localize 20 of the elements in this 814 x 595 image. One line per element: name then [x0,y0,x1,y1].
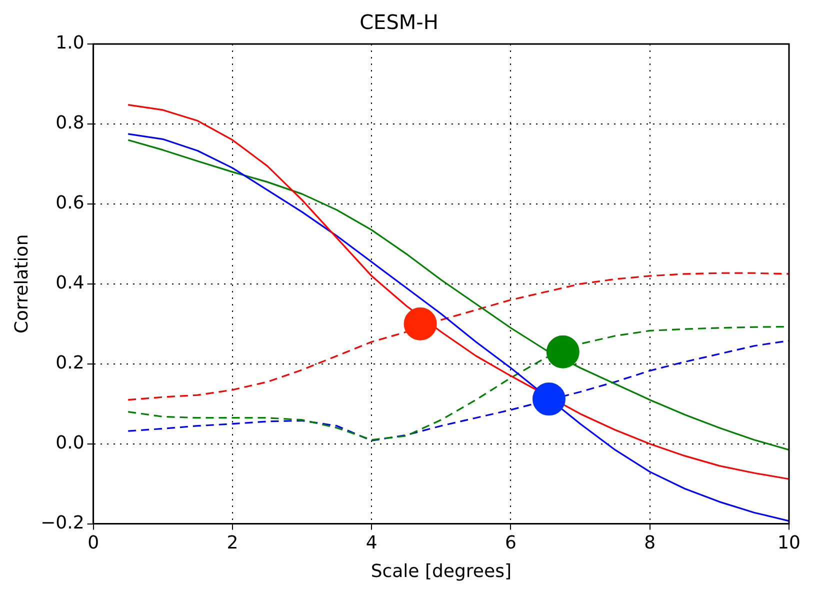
x-tick-label: 6 [504,532,516,554]
y-tick-label: 0.8 [56,112,84,134]
y-tick-label: −0.2 [40,512,84,534]
x-tick-label: 4 [366,532,378,554]
y-tick-label: 0.4 [56,272,84,294]
line-series [127,272,789,401]
x-tick-label: 0 [88,532,100,554]
point [404,307,437,340]
x-tick-label: 8 [644,532,656,554]
chart-title: CESM-H [360,10,438,34]
y-tick-label: 0.6 [56,192,84,214]
x-tick-label: 2 [226,532,238,554]
point [532,382,566,416]
y-tick-label: 0.2 [56,352,84,374]
y-tick-label: 0.0 [56,432,84,454]
x-axis-title: Scale [degrees] [370,560,512,582]
x-tick-label: 10 [778,532,800,554]
y-tick-label: 1.0 [56,32,84,54]
y-axis-title: Correlation [11,234,32,334]
point [546,335,580,368]
